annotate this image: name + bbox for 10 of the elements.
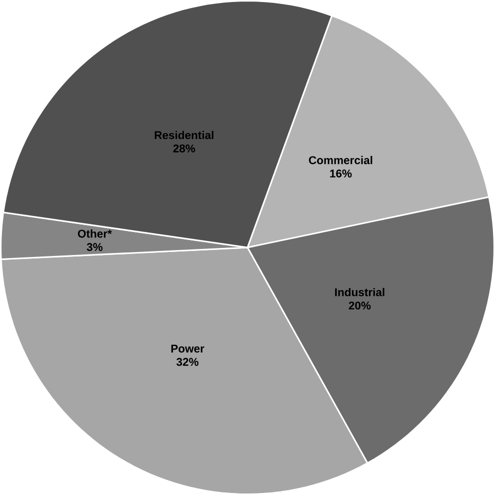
slice-label: Commercial [308,156,372,164]
data-label: 3% [86,243,103,252]
data-label: 28% [173,144,196,152]
slice-label: Residential [154,130,214,140]
slice-label: Industrial [335,288,384,296]
data-label: 16% [330,170,352,178]
data-label: 20% [348,302,371,310]
data-label: 32% [176,358,198,366]
slice-label: Power [171,344,204,353]
slice-label: Other* [78,229,112,238]
